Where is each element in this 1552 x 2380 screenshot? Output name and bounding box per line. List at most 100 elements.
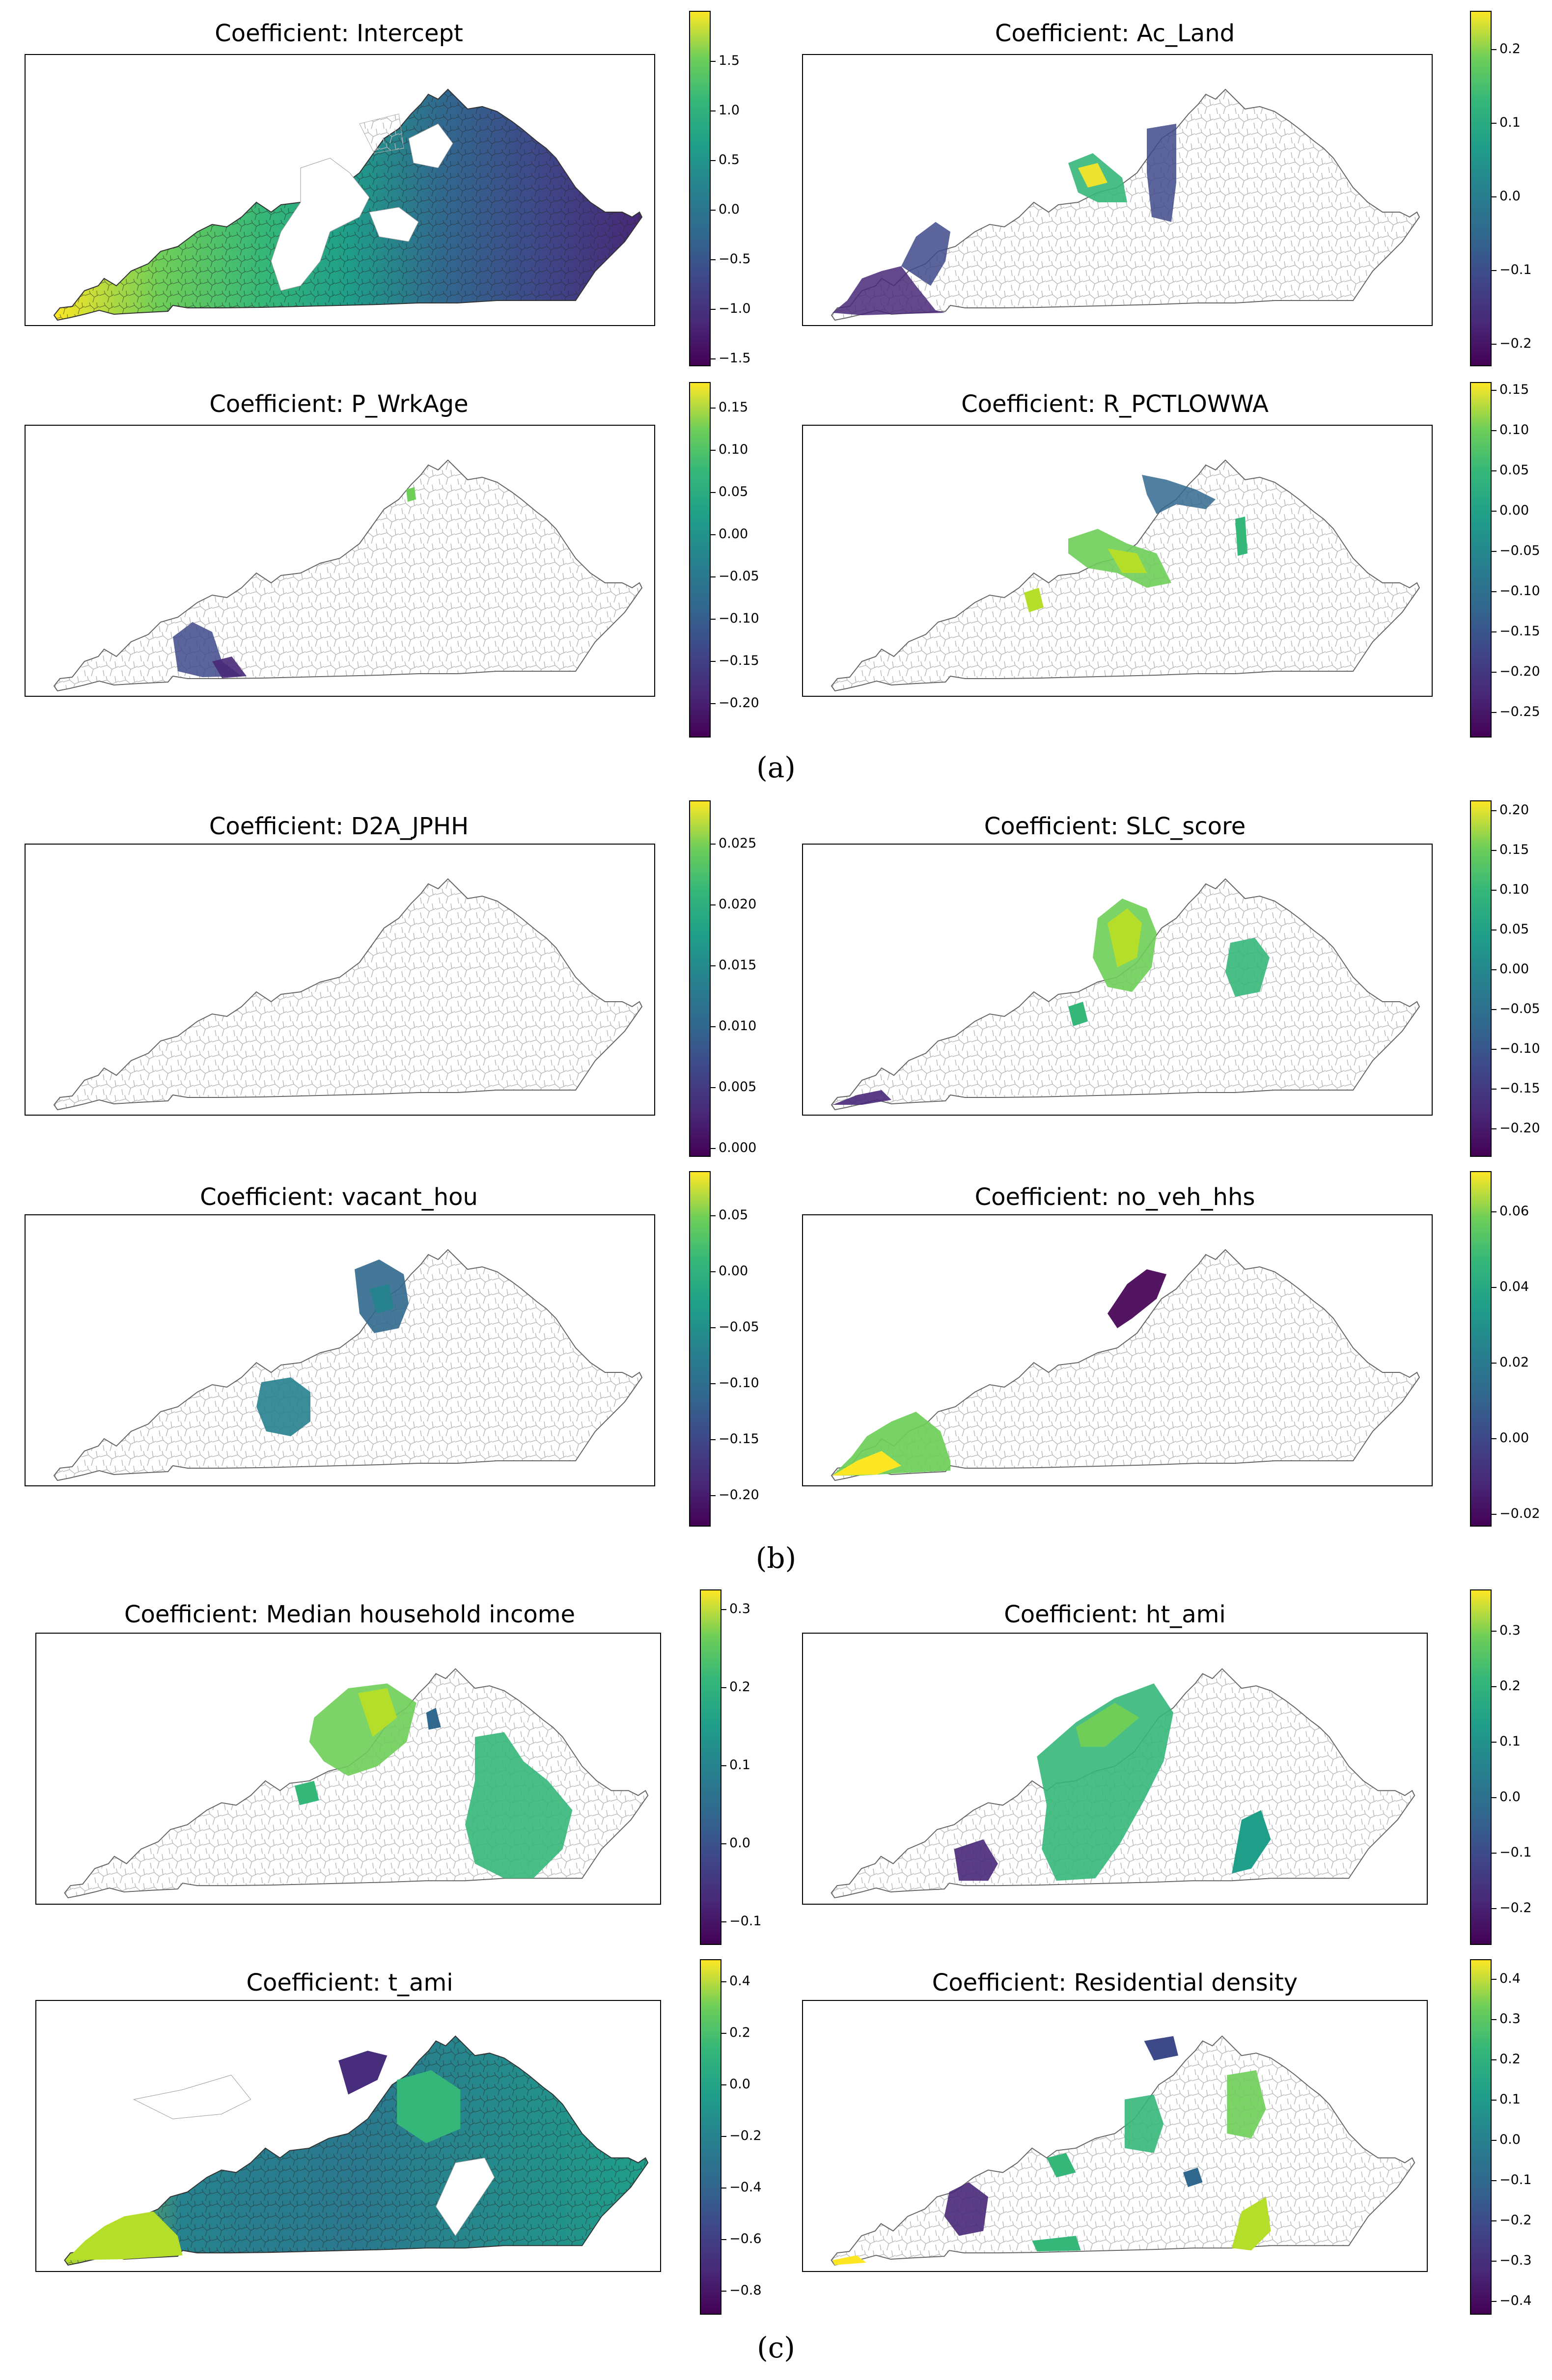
tick-label: −0.10 (719, 1375, 759, 1391)
map-r-pctlowwa (802, 425, 1433, 697)
map-no-veh-hhs (802, 1214, 1433, 1486)
tick-label: 0.3 (729, 1601, 750, 1616)
tick-label: −0.02 (1499, 1506, 1540, 1521)
tick-label: 0.04 (1499, 1279, 1529, 1294)
panel-title: Coefficient: D2A_JPHH (209, 813, 469, 840)
tick-label: 0.2 (1499, 1678, 1521, 1694)
colorbar-p-wrkage (689, 382, 711, 738)
map-vacant-hou (25, 1214, 655, 1486)
tick-label: 0.0 (719, 202, 740, 217)
map-p-wrkage (25, 425, 655, 697)
panel-title: Coefficient: no_veh_hhs (974, 1183, 1255, 1211)
map-intercept (25, 54, 655, 326)
tick-label: 0.05 (1499, 463, 1529, 478)
tick-label: −0.1 (729, 1914, 762, 1929)
panel-title: Coefficient: Residential density (932, 1969, 1298, 1997)
tick-label: 0.1 (1499, 1734, 1521, 1749)
panel-title: Coefficient: vacant_hou (200, 1183, 478, 1211)
map-median-household-income (35, 1633, 661, 1905)
panel-title: Coefficient: Median household income (124, 1601, 575, 1628)
tick-label: −0.2 (1499, 336, 1532, 351)
colorbar-vacant-hou (689, 1171, 711, 1527)
tick-label: −0.20 (719, 695, 759, 711)
map-slc-score (802, 844, 1433, 1116)
tick-label: −0.2 (1499, 1900, 1532, 1915)
panel-title: Coefficient: Ac_Land (995, 20, 1235, 47)
tick-label: −0.15 (1499, 1081, 1540, 1096)
tick-label: −0.20 (1499, 1121, 1540, 1136)
tick-label: 0.3 (1499, 1623, 1521, 1638)
tick-label: −0.05 (719, 569, 759, 584)
region-no-coefficient (271, 158, 370, 291)
colorbar-residential-density (1470, 1959, 1492, 2315)
tick-label: −0.1 (1499, 2172, 1532, 2188)
panel-title: Coefficient: ht_ami (1004, 1601, 1226, 1628)
tick-label: 0.0 (729, 1835, 750, 1851)
tick-label: 0.00 (1499, 1430, 1529, 1446)
tick-label: −0.2 (1499, 2213, 1532, 2228)
tick-label: −0.6 (729, 2231, 762, 2246)
tick-label: −0.1 (1499, 262, 1532, 277)
colorbar-median-household-income (700, 1589, 721, 1945)
tick-label: 1.0 (719, 103, 740, 118)
tick-label: 0.05 (719, 484, 748, 499)
tick-label: −0.20 (1499, 664, 1540, 679)
tick-label: −0.05 (719, 1319, 759, 1335)
panel-title: Coefficient: Intercept (215, 20, 463, 47)
tick-label: −0.5 (719, 251, 751, 267)
tick-label: −0.1 (1499, 1845, 1532, 1860)
tick-label: −0.15 (719, 653, 759, 668)
tick-label: −0.10 (1499, 583, 1540, 599)
colorbar-no-veh-hhs (1470, 1171, 1492, 1527)
tick-label: −0.8 (729, 2283, 762, 2298)
tick-label: −0.05 (1499, 543, 1540, 558)
tick-label: 0.2 (1499, 41, 1521, 56)
tick-label: 0.2 (729, 2025, 750, 2040)
tick-label: −0.25 (1499, 704, 1540, 719)
panel-title: Coefficient: SLC_score (984, 813, 1246, 840)
tick-label: 0.00 (1499, 503, 1529, 518)
map-t-ami (35, 2000, 661, 2272)
tick-label: 0.10 (1499, 422, 1529, 438)
tick-label: 0.0 (729, 2077, 750, 2092)
figure-label-b: (b) (755, 1541, 797, 1575)
tick-label: −1.5 (719, 351, 751, 366)
tick-label: 0.2 (729, 1679, 750, 1695)
panel-title: Coefficient: R_PCTLOWWA (961, 390, 1269, 418)
tick-label: −0.10 (719, 611, 759, 626)
map-residential-density (802, 2000, 1428, 2272)
tick-label: 0.000 (719, 1140, 757, 1155)
tick-label: 0.05 (719, 1207, 748, 1223)
tick-label: 0.025 (719, 836, 757, 851)
tick-label: 0.00 (719, 526, 748, 542)
tick-label: 0.10 (1499, 882, 1529, 897)
panel-title: Coefficient: P_WrkAge (209, 390, 469, 418)
figure-label-a: (a) (756, 751, 796, 784)
tick-label: 1.5 (719, 53, 740, 68)
colorbar-ht-ami (1470, 1589, 1492, 1945)
tick-label: −0.15 (1499, 624, 1540, 639)
colorbar-d2a-jphh (689, 800, 711, 1157)
tick-label: 0.05 (1499, 922, 1529, 937)
tick-label: 0.15 (1499, 382, 1529, 397)
tick-label: 0.1 (729, 1757, 750, 1773)
tick-label: −0.10 (1499, 1041, 1540, 1056)
tick-label: 0.3 (1499, 2011, 1521, 2026)
tick-label: 0.10 (719, 442, 748, 457)
tick-label: 0.02 (1499, 1355, 1529, 1370)
map-d2a-jphh (25, 844, 655, 1116)
colorbar-intercept (689, 11, 711, 366)
tick-label: 0.5 (719, 152, 740, 167)
tick-label: 0.4 (1499, 1971, 1521, 1986)
tick-label: 0.20 (1499, 802, 1529, 818)
panel-title: Coefficient: t_ami (246, 1969, 453, 1997)
map-ht-ami (802, 1633, 1428, 1905)
tick-label: 0.0 (1499, 1789, 1521, 1805)
tick-label: 0.1 (1499, 2092, 1521, 2107)
colorbar-slc-score (1470, 800, 1492, 1157)
tick-label: −0.3 (1499, 2253, 1532, 2268)
tick-label: 0.15 (719, 400, 748, 415)
tick-label: −1.0 (719, 301, 751, 316)
map-ac-land (802, 54, 1433, 326)
tick-label: 0.06 (1499, 1204, 1529, 1219)
